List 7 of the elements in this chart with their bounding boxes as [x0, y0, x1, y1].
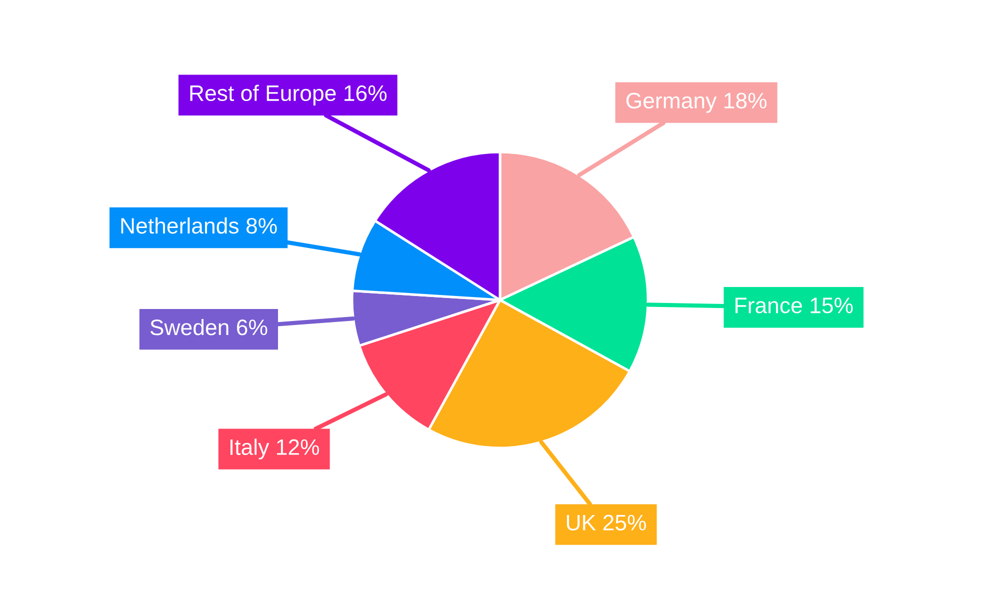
slice-label: France 15% [736, 298, 853, 314]
slice-label: Sweden 6% [150, 318, 268, 336]
slice-label: UK 25% [566, 514, 646, 531]
slice-label: Germany 18% [626, 92, 767, 113]
slice-label: Rest of Europe 16% [190, 84, 387, 106]
slice-label: Italy 12% [230, 438, 320, 460]
slice-label: Netherlands 8% [121, 217, 277, 234]
